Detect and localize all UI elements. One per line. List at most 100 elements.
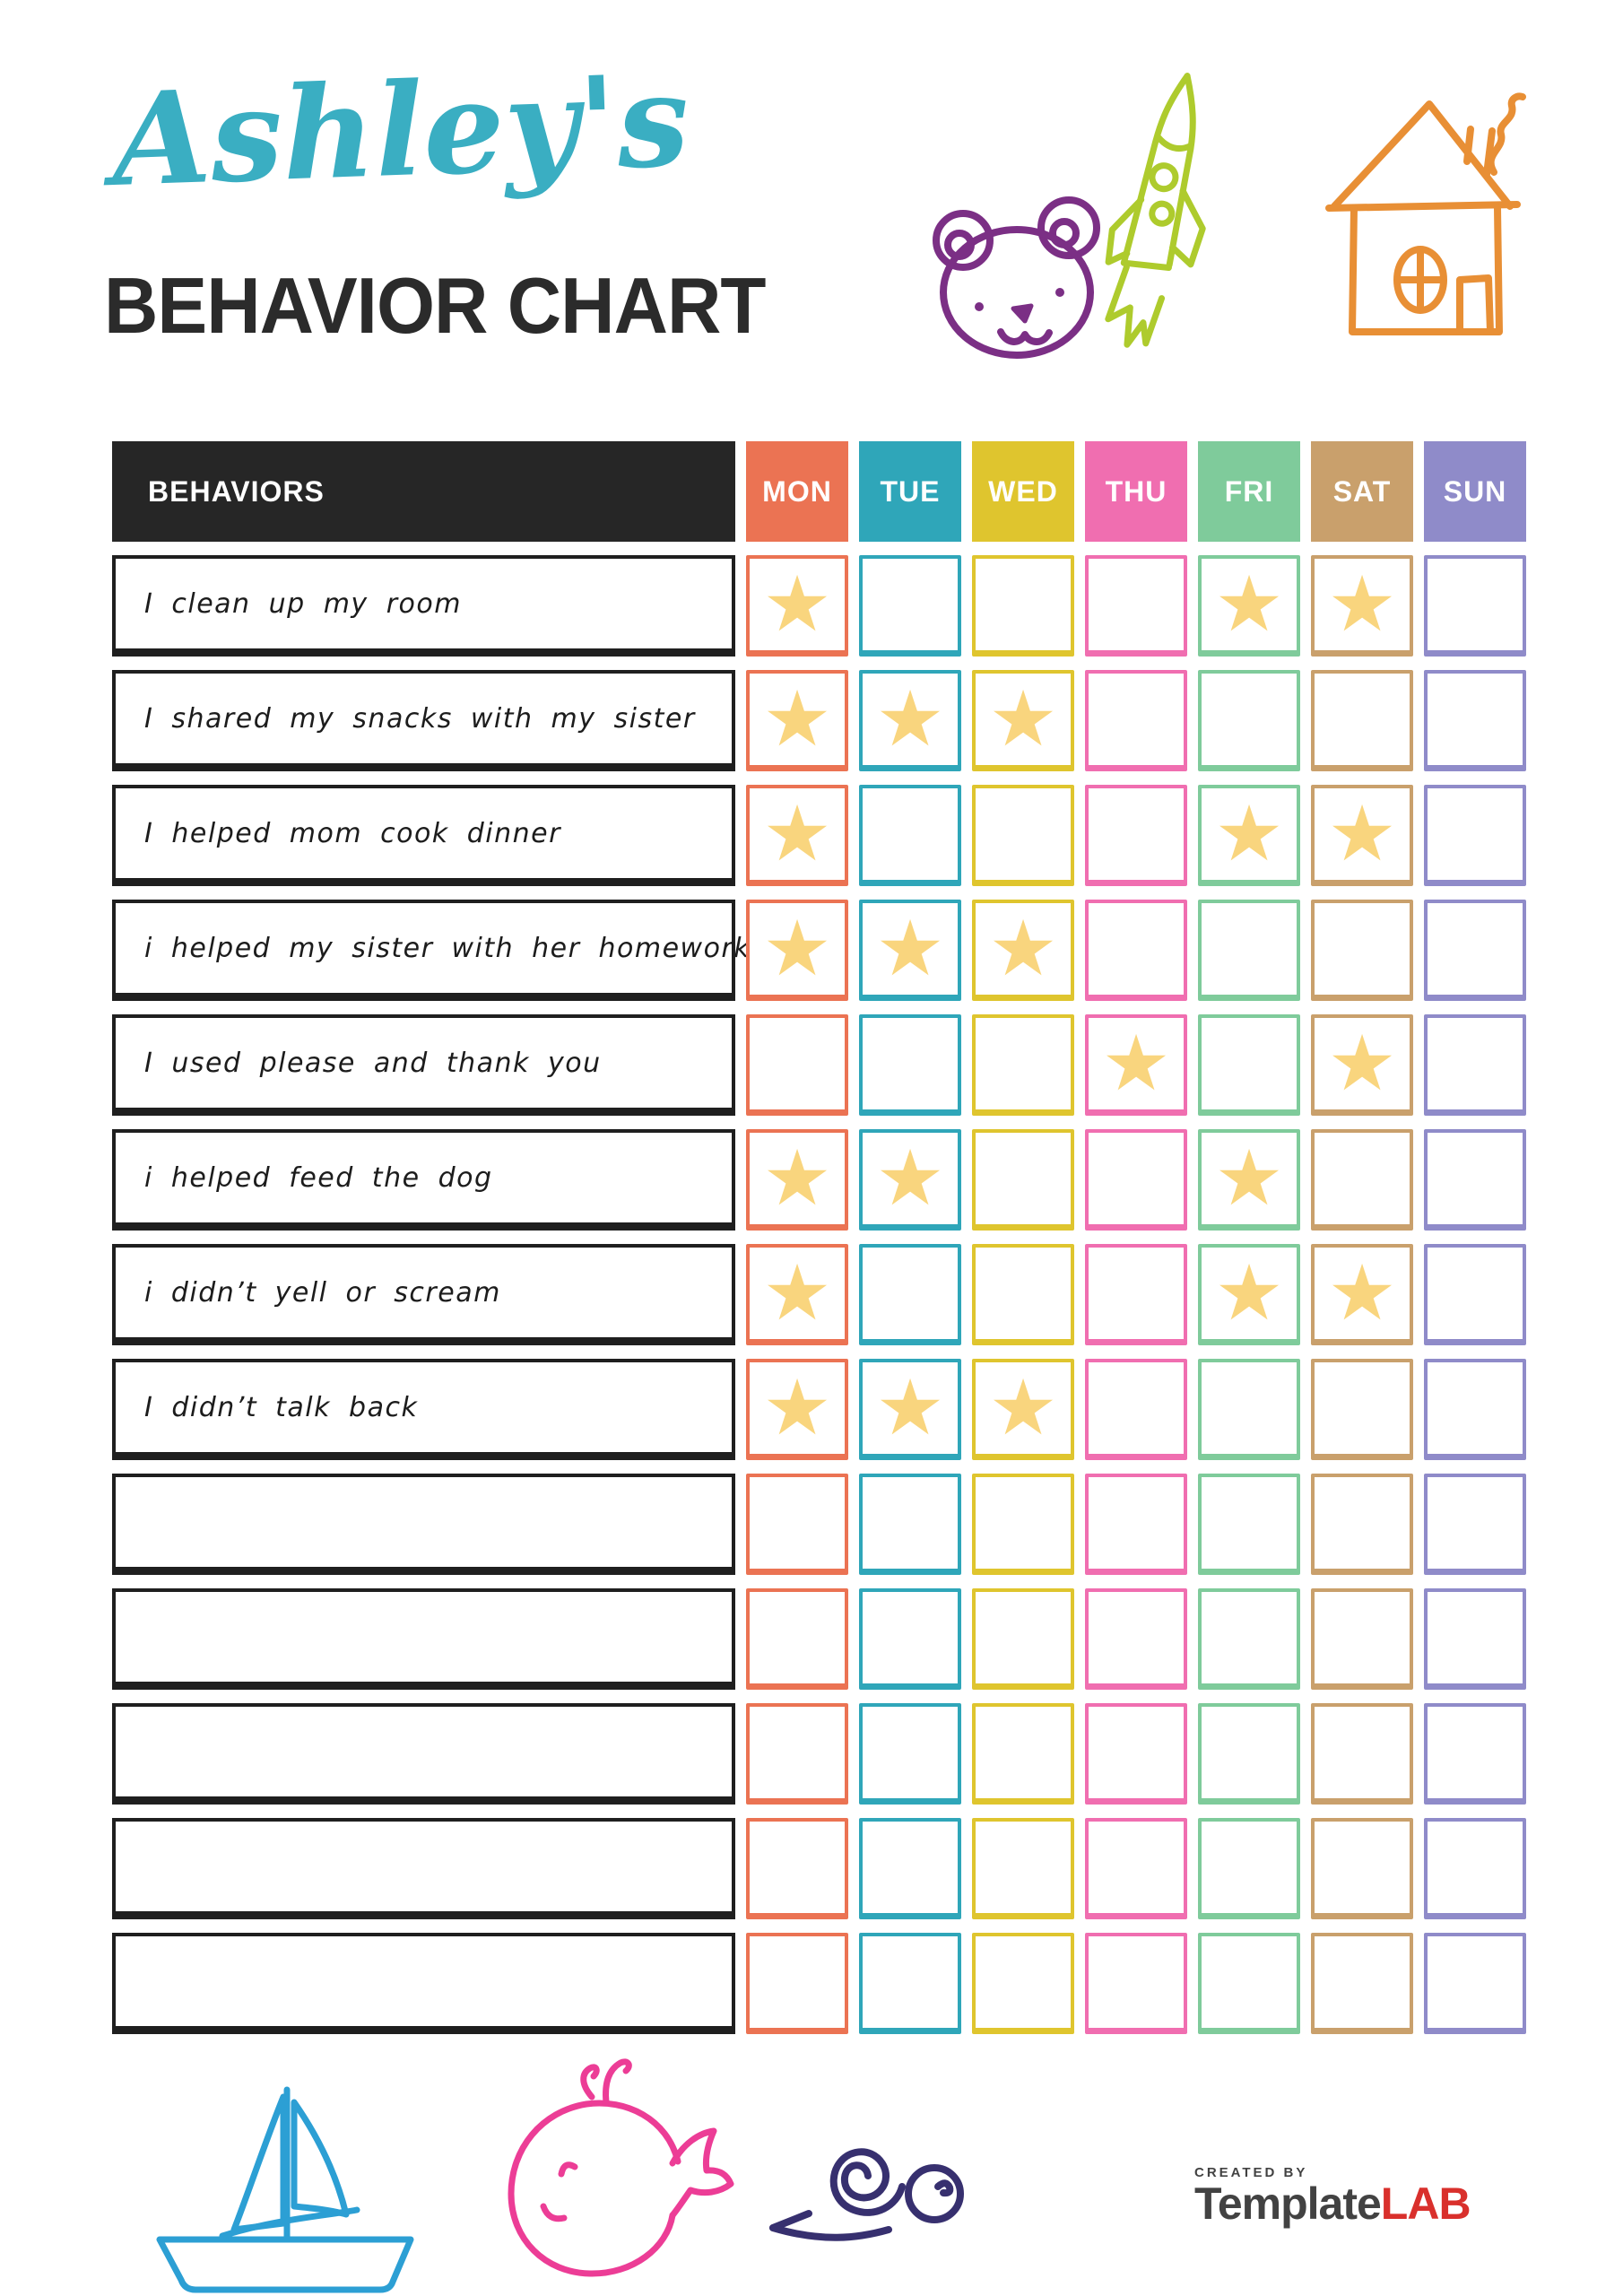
star-icon: ★ bbox=[1214, 1248, 1284, 1338]
star-icon: ★ bbox=[1214, 789, 1284, 879]
behavior-label-cell-row6: i helped feed the dog bbox=[112, 1129, 735, 1231]
star-cell-mon-row6: ★ bbox=[746, 1129, 848, 1231]
star-cell-sat-row12 bbox=[1311, 1818, 1413, 1919]
behavior-label-cell-row7: i didn’t yell or scream bbox=[112, 1244, 735, 1345]
star-cell-mon-row9 bbox=[746, 1474, 848, 1575]
star-cell-sat-row7: ★ bbox=[1311, 1244, 1413, 1345]
star-cell-sat-row5: ★ bbox=[1311, 1014, 1413, 1116]
day-header-sat: SAT bbox=[1311, 441, 1413, 542]
star-cell-tue-row3 bbox=[859, 785, 961, 886]
star-cell-sun-row4 bbox=[1424, 900, 1526, 1001]
behavior-label-cell-row8: I didn’t talk back bbox=[112, 1359, 735, 1460]
star-cell-thu-row8 bbox=[1085, 1359, 1187, 1460]
star-cell-thu-row7 bbox=[1085, 1244, 1187, 1345]
brand-name-primary: Template bbox=[1194, 2179, 1382, 2229]
star-cell-tue-row4: ★ bbox=[859, 900, 961, 1001]
star-cell-tue-row9 bbox=[859, 1474, 961, 1575]
star-cell-fri-row1: ★ bbox=[1198, 555, 1300, 657]
rocket-icon bbox=[1105, 73, 1206, 348]
day-header-fri: FRI bbox=[1198, 441, 1300, 542]
star-icon: ★ bbox=[1101, 1019, 1171, 1109]
behavior-text: I used please and thank you bbox=[144, 1047, 602, 1079]
star-cell-wed-row5 bbox=[972, 1014, 1074, 1116]
bear-doodle bbox=[925, 196, 1115, 362]
star-cell-sat-row8 bbox=[1311, 1359, 1413, 1460]
star-cell-wed-row7 bbox=[972, 1244, 1074, 1345]
behavior-text: I clean up my room bbox=[144, 587, 462, 620]
star-cell-thu-row3 bbox=[1085, 785, 1187, 886]
snail-doodle bbox=[759, 2106, 983, 2254]
star-cell-fri-row8 bbox=[1198, 1359, 1300, 1460]
star-cell-sun-row6 bbox=[1424, 1129, 1526, 1231]
star-icon: ★ bbox=[988, 674, 1058, 764]
star-cell-mon-row4: ★ bbox=[746, 900, 848, 1001]
behavior-text: I helped mom cook dinner bbox=[144, 817, 561, 849]
star-cell-sun-row5 bbox=[1424, 1014, 1526, 1116]
star-cell-fri-row12 bbox=[1198, 1818, 1300, 1919]
star-cell-sat-row2 bbox=[1311, 670, 1413, 771]
brand-logo: CREATED BY TemplateLAB bbox=[1194, 2165, 1471, 2228]
rocket-doodle bbox=[1075, 60, 1256, 379]
sailboat-doodle bbox=[133, 2074, 438, 2296]
star-icon: ★ bbox=[1327, 560, 1397, 649]
star-cell-thu-row1 bbox=[1085, 555, 1187, 657]
star-cell-thu-row11 bbox=[1085, 1703, 1187, 1805]
star-icon: ★ bbox=[762, 789, 832, 879]
star-icon: ★ bbox=[1327, 1248, 1397, 1338]
day-header-tue: TUE bbox=[859, 441, 961, 542]
star-cell-sat-row10 bbox=[1311, 1588, 1413, 1690]
star-cell-sat-row13 bbox=[1311, 1933, 1413, 2034]
star-cell-tue-row5 bbox=[859, 1014, 961, 1116]
behavior-text: i didn’t yell or scream bbox=[144, 1276, 501, 1309]
star-icon: ★ bbox=[988, 904, 1058, 994]
star-cell-sun-row11 bbox=[1424, 1703, 1526, 1805]
star-cell-fri-row7: ★ bbox=[1198, 1244, 1300, 1345]
behavior-table: BEHAVIORS MON TUE WED THU FRI SAT SUN I clean u… bbox=[112, 441, 1526, 2034]
star-cell-mon-row2: ★ bbox=[746, 670, 848, 771]
behavior-text: i helped feed the dog bbox=[144, 1161, 493, 1194]
star-icon: ★ bbox=[1214, 560, 1284, 649]
star-icon: ★ bbox=[762, 1363, 832, 1453]
star-cell-mon-row7: ★ bbox=[746, 1244, 848, 1345]
star-cell-sun-row1 bbox=[1424, 555, 1526, 657]
star-cell-sat-row1: ★ bbox=[1311, 555, 1413, 657]
star-cell-tue-row12 bbox=[859, 1818, 961, 1919]
day-header-thu: THU bbox=[1085, 441, 1187, 542]
star-cell-tue-row6: ★ bbox=[859, 1129, 961, 1231]
star-icon: ★ bbox=[875, 1363, 945, 1453]
star-cell-tue-row1 bbox=[859, 555, 961, 657]
star-cell-wed-row4: ★ bbox=[972, 900, 1074, 1001]
behaviors-column-header: BEHAVIORS bbox=[112, 441, 735, 542]
star-cell-mon-row8: ★ bbox=[746, 1359, 848, 1460]
star-icon: ★ bbox=[762, 1134, 832, 1223]
star-cell-wed-row12 bbox=[972, 1818, 1074, 1919]
star-icon: ★ bbox=[762, 560, 832, 649]
star-icon: ★ bbox=[875, 1134, 945, 1223]
star-cell-wed-row1 bbox=[972, 555, 1074, 657]
behavior-label-cell-row12 bbox=[112, 1818, 735, 1919]
star-icon: ★ bbox=[762, 904, 832, 994]
star-cell-wed-row9 bbox=[972, 1474, 1074, 1575]
behavior-label-cell-row5: I used please and thank you bbox=[112, 1014, 735, 1116]
star-cell-tue-row8: ★ bbox=[859, 1359, 961, 1460]
star-cell-sun-row3 bbox=[1424, 785, 1526, 886]
star-icon: ★ bbox=[1327, 1019, 1397, 1109]
brand-name-accent: LAB bbox=[1380, 2179, 1471, 2229]
behavior-label-cell-row4: i helped my sister with her homework bbox=[112, 900, 750, 1001]
star-cell-wed-row11 bbox=[972, 1703, 1074, 1805]
behavior-label-cell-row11 bbox=[112, 1703, 735, 1805]
star-icon: ★ bbox=[762, 1248, 832, 1338]
star-cell-sun-row8 bbox=[1424, 1359, 1526, 1460]
day-header-sun: SUN bbox=[1424, 441, 1526, 542]
behavior-text: I didn’t talk back bbox=[144, 1391, 419, 1423]
whale-icon bbox=[508, 2058, 734, 2277]
star-icon: ★ bbox=[988, 1363, 1058, 1453]
star-cell-wed-row10 bbox=[972, 1588, 1074, 1690]
star-cell-mon-row11 bbox=[746, 1703, 848, 1805]
behavior-label-cell-row9 bbox=[112, 1474, 735, 1575]
house-icon bbox=[1325, 92, 1526, 335]
behavior-label-cell-row2: I shared my snacks with my sister bbox=[112, 670, 735, 771]
star-cell-thu-row2 bbox=[1085, 670, 1187, 771]
star-cell-fri-row2 bbox=[1198, 670, 1300, 771]
star-cell-thu-row12 bbox=[1085, 1818, 1187, 1919]
